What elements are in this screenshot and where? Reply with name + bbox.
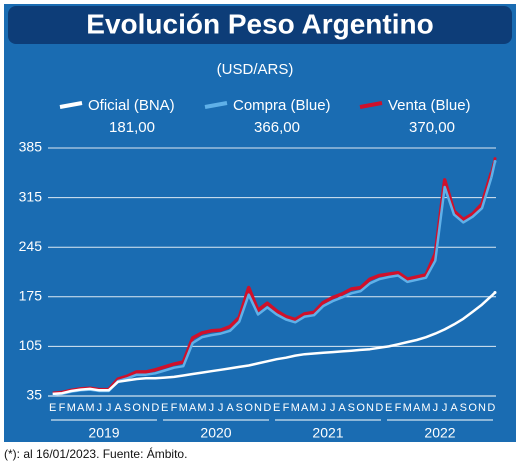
y-tick-label: 35 <box>26 387 42 403</box>
x-tick-label: J <box>433 402 439 414</box>
x-tick-label: D <box>487 402 495 414</box>
legend-label: Venta (Blue) <box>388 97 471 114</box>
x-tick-label: D <box>263 402 271 414</box>
y-tick-label: 385 <box>19 139 43 155</box>
latest-segment <box>490 161 497 179</box>
series-line <box>52 172 493 395</box>
x-tick-label: J <box>97 402 103 414</box>
x-tick-label: M <box>197 402 206 414</box>
x-tick-label: F <box>395 402 402 414</box>
x-tick-label: J <box>330 402 336 414</box>
x-tick-label: N <box>254 402 262 414</box>
chart-panel <box>4 4 516 442</box>
x-tick-label: J <box>209 402 215 414</box>
y-tick-label: 315 <box>19 188 43 204</box>
chart-subtitle: (USD/ARS) <box>217 61 294 78</box>
x-tick-label: S <box>460 402 467 414</box>
x-tick-label: A <box>114 402 122 414</box>
x-tick-label: F <box>59 402 66 414</box>
legend-swatch <box>359 101 383 109</box>
footnote: (*): al 16/01/2023. Fuente: Ámbito. <box>4 446 187 461</box>
latest-point <box>493 157 497 161</box>
series-line <box>52 177 493 396</box>
x-tick-label: A <box>413 402 421 414</box>
x-tick-label: E <box>273 402 280 414</box>
latest-point <box>493 291 497 295</box>
title-banner <box>8 6 512 44</box>
x-tick-label: A <box>301 402 309 414</box>
legend-swatch <box>59 101 83 109</box>
x-tick-label: J <box>442 402 448 414</box>
x-tick-label: E <box>161 402 168 414</box>
y-tick-label: 175 <box>19 288 43 304</box>
legend-value: 366,00 <box>254 119 300 136</box>
x-tick-label: D <box>151 402 159 414</box>
x-tick-label: S <box>348 402 355 414</box>
x-tick-label: M <box>421 402 430 414</box>
x-tick-label: N <box>478 402 486 414</box>
x-tick-label: J <box>218 402 224 414</box>
series-line <box>52 295 493 396</box>
year-label: 2020 <box>200 425 231 441</box>
x-tick-label: A <box>77 402 85 414</box>
x-tick-label: O <box>468 402 477 414</box>
y-tick-label: 245 <box>19 238 43 254</box>
x-tick-label: O <box>132 402 141 414</box>
year-label: 2019 <box>88 425 119 441</box>
x-tick-label: S <box>124 402 131 414</box>
legend-value: 370,00 <box>409 119 455 136</box>
x-tick-label: A <box>338 402 346 414</box>
x-tick-label: M <box>67 402 76 414</box>
x-tick-label: O <box>356 402 365 414</box>
x-tick-label: M <box>291 402 300 414</box>
x-tick-label: E <box>49 402 56 414</box>
x-tick-label: A <box>226 402 234 414</box>
x-tick-label: S <box>236 402 243 414</box>
latest-point <box>493 159 497 163</box>
x-tick-label: F <box>171 402 178 414</box>
x-tick-label: O <box>244 402 253 414</box>
x-tick-label: J <box>321 402 327 414</box>
year-label: 2021 <box>312 425 343 441</box>
legend-label: Oficial (BNA) <box>88 97 175 114</box>
x-tick-label: F <box>283 402 290 414</box>
y-tick-label: 105 <box>19 337 43 353</box>
x-tick-label: M <box>309 402 318 414</box>
x-tick-label: M <box>403 402 412 414</box>
x-tick-label: N <box>142 402 150 414</box>
x-tick-label: A <box>189 402 197 414</box>
chart-title: Evolución Peso Argentino <box>86 8 433 39</box>
x-tick-label: M <box>85 402 94 414</box>
x-tick-label: E <box>385 402 392 414</box>
legend-value: 181,00 <box>109 119 155 136</box>
x-tick-label: M <box>179 402 188 414</box>
x-tick-label: N <box>366 402 374 414</box>
x-tick-label: J <box>106 402 112 414</box>
year-label: 2022 <box>424 425 455 441</box>
x-tick-label: A <box>450 402 458 414</box>
legend-label: Compra (Blue) <box>233 97 331 114</box>
legend-swatch <box>204 101 228 109</box>
x-tick-label: D <box>375 402 383 414</box>
